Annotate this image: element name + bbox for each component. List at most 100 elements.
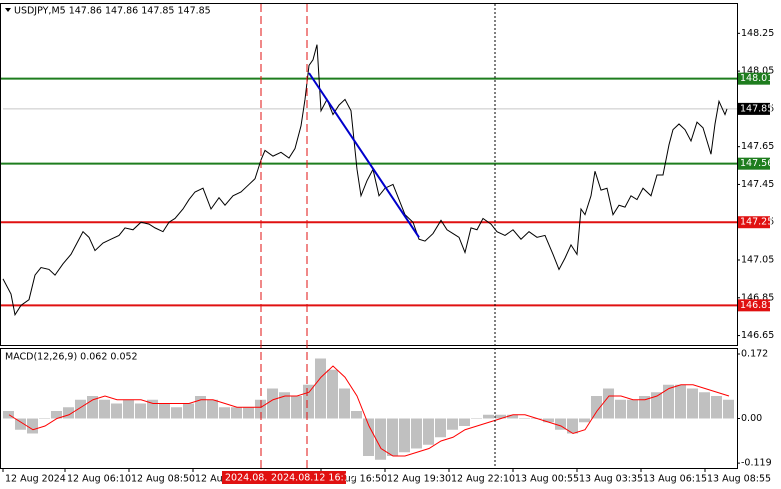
histogram-bar: [387, 418, 398, 456]
y-tick-label: 147.05: [741, 255, 774, 266]
histogram-bar: [291, 396, 302, 419]
histogram-bar: [231, 407, 242, 419]
level-label: 147.25: [740, 217, 773, 228]
y-tick-label: 148.25: [741, 28, 774, 39]
histogram-bar: [15, 418, 26, 430]
last-price-box: [738, 102, 770, 115]
y-tick-label: 146.85: [741, 292, 774, 303]
histogram-bar: [147, 399, 158, 419]
histogram-bar: [591, 396, 602, 419]
histogram-bar: [423, 418, 434, 445]
histogram-bar: [411, 418, 422, 449]
vertical-line-label-box: [268, 471, 346, 484]
histogram-bar: [579, 418, 590, 423]
histogram-bar: [279, 392, 290, 419]
level-label-box: [738, 157, 770, 170]
histogram-bar: [123, 399, 134, 419]
histogram-bar: [315, 358, 326, 419]
x-tick-label: 13 Aug 00:55: [515, 474, 579, 485]
chart-title: USDJPY,M5 147.86 147.86 147.85 147.85: [14, 6, 211, 17]
level-label: 147.56: [740, 158, 773, 169]
histogram-bar: [303, 384, 314, 419]
histogram-bar: [195, 396, 206, 419]
histogram-bar: [39, 418, 50, 419]
histogram-bar: [699, 392, 710, 419]
histogram-bar: [183, 403, 194, 419]
histogram-bar: [135, 403, 146, 419]
histogram-bar: [507, 414, 518, 419]
histogram-bar: [363, 418, 374, 456]
y-tick-label: 148.05: [741, 66, 774, 77]
price-frame: [0, 3, 738, 346]
level-label-box: [738, 299, 770, 312]
histogram-bar: [639, 396, 650, 419]
y-tick-label: 147.65: [741, 141, 774, 152]
histogram-bar: [243, 407, 254, 419]
histogram-bar: [327, 369, 338, 419]
histogram-bar: [687, 388, 698, 419]
trend-line: [308, 72, 420, 238]
histogram-bar: [207, 399, 218, 419]
histogram-bar: [171, 407, 182, 419]
histogram-bar: [663, 384, 674, 419]
histogram-bar: [483, 414, 494, 419]
histogram-bar: [471, 418, 482, 419]
histogram-bar: [627, 399, 638, 419]
histogram-bar: [375, 418, 386, 460]
menu-arrow: [5, 8, 11, 12]
histogram-bar: [447, 418, 458, 430]
histogram-bar: [399, 418, 410, 453]
histogram-bar: [495, 414, 506, 419]
histogram-bar: [519, 418, 530, 419]
histogram-bar: [51, 411, 62, 419]
histogram-bar: [615, 399, 626, 419]
x-tick-label: 12 Aug 2024: [5, 474, 66, 485]
level-label: 146.81: [740, 300, 773, 311]
x-tick-label: 13 Aug 08:55: [707, 474, 771, 485]
histogram-bar: [267, 388, 278, 419]
y-tick-label: 146.65: [741, 330, 774, 341]
histogram-bar: [99, 399, 110, 419]
histogram-bar: [3, 411, 14, 419]
histogram-bar: [27, 418, 38, 434]
y-tick-label: 0.00: [741, 413, 762, 424]
histogram-bar: [675, 384, 686, 419]
histogram-bar: [339, 388, 350, 419]
level-label: 148.01: [740, 73, 773, 84]
x-tick-label: 12 Aug 19:30: [387, 474, 451, 485]
histogram-bar: [159, 403, 170, 419]
x-tick-label: 12 Aug 06:10: [67, 474, 131, 485]
histogram-bar: [87, 396, 98, 419]
y-tick-label: 147.45: [741, 179, 774, 190]
histogram-bar: [567, 418, 578, 434]
histogram-bar: [63, 407, 74, 419]
macd-frame: [0, 348, 738, 469]
x-tick-label: 12 Aug 22:10: [451, 474, 515, 485]
histogram-bar: [723, 399, 734, 419]
histogram-bar: [75, 399, 86, 419]
histogram-bar: [219, 407, 230, 419]
level-label-box: [738, 216, 770, 229]
last-price-label: 147.85: [740, 103, 773, 114]
macd-title: MACD(12,26,9) 0.062 0.052: [5, 352, 138, 363]
vertical-line-label: 2024.08.12 16:10: [271, 473, 356, 484]
x-tick-label: 13 Aug 06:15: [643, 474, 707, 485]
x-tick-label: 13 Aug 03:35: [579, 474, 643, 485]
vertical-line-label: 2024.08.1: [225, 473, 273, 484]
signal-line: [8, 365, 730, 457]
histogram-bar: [555, 418, 566, 430]
histogram-bar: [351, 411, 362, 419]
level-label-box: [738, 72, 770, 85]
histogram-bar: [111, 403, 122, 419]
x-tick-label: 12 Aug 08:50: [131, 474, 195, 485]
y-tick-label: 0.172: [741, 349, 768, 360]
histogram-bar: [459, 418, 470, 426]
histogram-bar: [435, 418, 446, 438]
histogram-bar: [543, 418, 554, 423]
histogram-bar: [711, 396, 722, 419]
histogram-bar: [255, 399, 266, 419]
y-tick-label: -0.119: [741, 458, 772, 469]
histogram-bar: [651, 392, 662, 419]
x-tick-label: 12 Aug 16:50: [323, 474, 387, 485]
